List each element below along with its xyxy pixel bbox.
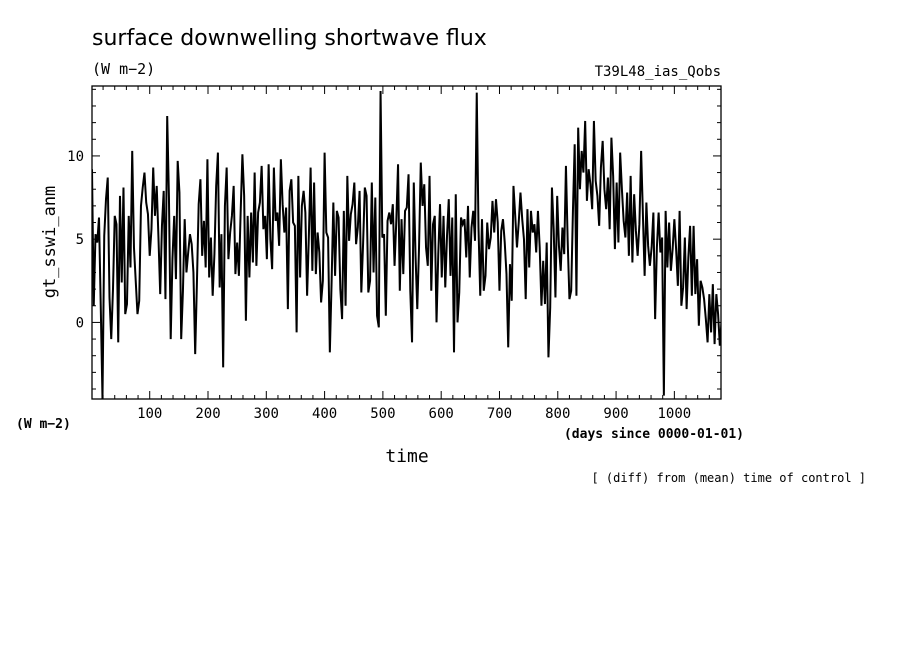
- x-axis-units: (days since 0000-01-01): [564, 427, 744, 442]
- y-axis-units: (W m−2): [16, 417, 71, 432]
- x-tick-label: 700: [487, 406, 512, 422]
- x-tick-label: 800: [545, 406, 570, 422]
- x-axis: 100 200 300 400 500 600 700 800 900 1000: [102, 86, 710, 422]
- chart-units: (W m−2): [92, 60, 155, 78]
- series-line: [92, 90, 721, 399]
- x-tick-label: 300: [254, 406, 279, 422]
- x-tick-label: 200: [195, 406, 220, 422]
- x-tick-label: 600: [429, 406, 454, 422]
- y-tick-label: 10: [67, 149, 84, 165]
- y-tick-label: 0: [76, 315, 84, 331]
- y-axis-label: gt_sswi_anm: [40, 186, 60, 299]
- x-tick-label: 500: [370, 406, 395, 422]
- x-tick-label: 100: [137, 406, 162, 422]
- chart-title: surface downwelling shortwave flux: [92, 26, 487, 51]
- x-tick-label: 900: [603, 406, 628, 422]
- x-tick-label: 400: [312, 406, 337, 422]
- x-tick-label: 1000: [658, 406, 692, 422]
- y-tick-label: 5: [76, 232, 84, 248]
- x-axis-label: time: [385, 446, 428, 467]
- footnote: [ (diff) from (mean) time of control ]: [591, 471, 866, 485]
- experiment-label: T39L48_ias_Qobs: [595, 64, 721, 80]
